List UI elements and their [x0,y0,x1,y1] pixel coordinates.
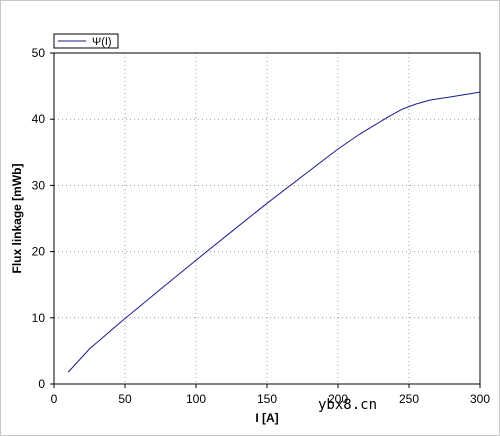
x-tick-label: 50 [118,392,132,406]
watermark-text: ybx8.cn [318,397,378,413]
grid-lines [54,53,480,384]
series-line [67,91,481,373]
x-tick-label: 150 [257,392,277,406]
y-tick-label: 10 [32,311,46,325]
axis-ticks: 0 50 100 150 200 250 300 0 10 20 30 40 50 [32,46,491,406]
legend-entry-label: Ψ(I) [92,36,112,48]
plot-area [53,52,481,385]
x-tick-label: 100 [186,392,206,406]
x-axis-label: I [A] [255,411,278,425]
y-tick-label: 0 [38,377,45,391]
x-tick-label: 0 [51,392,58,406]
y-tick-label: 20 [32,245,46,259]
x-tick-label: 200 [328,392,348,406]
series-group [67,91,481,373]
y-tick-label: 30 [32,178,46,192]
y-axis-label: Flux linkage [mWb] [10,163,24,273]
legend: Ψ(I) [53,33,119,49]
x-tick-label: 300 [470,392,490,406]
y-tick-label: 40 [32,112,46,126]
y-tick-label: 50 [32,46,46,60]
x-tick-label: 250 [399,392,419,406]
